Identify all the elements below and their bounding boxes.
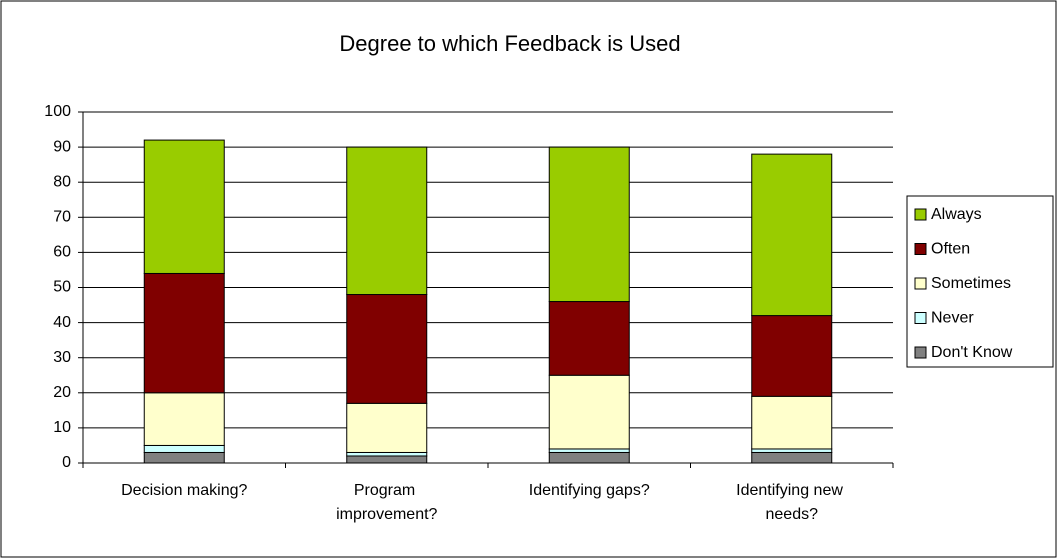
legend-swatch xyxy=(914,243,927,255)
bar-segment xyxy=(346,451,428,457)
bar-segment xyxy=(751,153,833,317)
bar-segment xyxy=(143,392,225,446)
bar-segment xyxy=(143,272,225,394)
legend-label: Often xyxy=(931,241,970,258)
legend-label: Never xyxy=(931,310,974,327)
y-tick-label: 100 xyxy=(44,103,71,120)
bar-segment xyxy=(548,374,630,450)
bar-segment xyxy=(548,301,630,376)
y-tick-label: 40 xyxy=(53,314,71,331)
bar-segment xyxy=(143,444,225,453)
bar-segment xyxy=(548,146,630,303)
y-tick-label: 60 xyxy=(53,244,71,261)
y-tick-label: 80 xyxy=(53,173,71,190)
legend-box xyxy=(906,195,1054,368)
bar-segment xyxy=(346,455,428,464)
bar-segment xyxy=(143,451,225,464)
bar-segment xyxy=(346,402,428,453)
y-tick-label: 70 xyxy=(53,209,71,226)
y-tick-label: 0 xyxy=(62,454,71,471)
x-tick-label: Decision making? xyxy=(121,482,247,499)
x-tick-label: Identifying new needs? xyxy=(736,482,847,523)
bar-segment xyxy=(751,395,833,450)
chart-title: Degree to which Feedback is Used xyxy=(339,31,680,56)
bar-segment xyxy=(143,139,225,274)
legend-swatch xyxy=(914,208,927,221)
bar-segment xyxy=(751,315,833,397)
y-tick-label: 20 xyxy=(53,384,71,401)
legend-swatch xyxy=(914,346,927,359)
bar-segment xyxy=(751,451,833,464)
legend-label: Don't Know xyxy=(931,344,1013,361)
bar-segment xyxy=(548,451,630,464)
legend-label: Sometimes xyxy=(931,275,1011,292)
y-tick-label: 90 xyxy=(53,138,71,155)
legend-label: Always xyxy=(931,206,982,223)
y-tick-label: 50 xyxy=(53,279,71,296)
legend-swatch xyxy=(914,312,927,324)
bar-segment xyxy=(548,448,630,453)
bar-segment xyxy=(346,294,428,404)
x-tick-label: Program improvement? xyxy=(336,482,437,523)
y-tick-label: 30 xyxy=(53,349,71,366)
y-tick-label: 10 xyxy=(53,419,71,436)
bar-segment xyxy=(751,448,833,453)
x-tick-label: Identifying gaps? xyxy=(529,482,650,499)
bar-segment xyxy=(346,146,428,296)
legend-swatch xyxy=(914,277,927,290)
